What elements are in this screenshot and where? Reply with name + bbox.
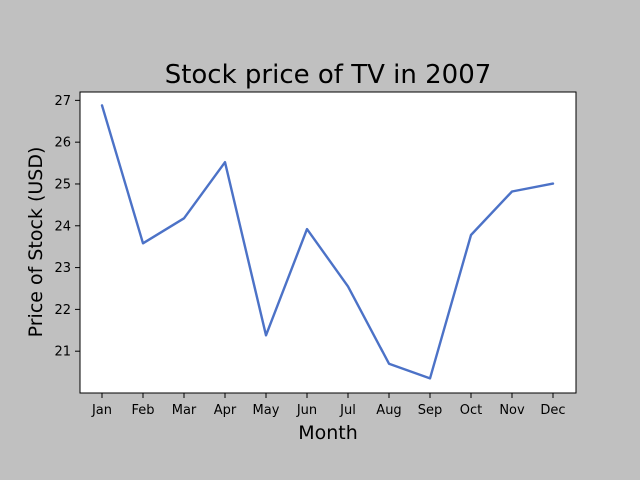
x-axis: Jan Feb Mar Apr May Jun Jul Aug Sep Oct Nov Dec [91, 393, 566, 418]
x-tick-label: May [253, 403, 280, 418]
y-tick-label: 22 [54, 303, 71, 318]
x-tick-label: Feb [131, 403, 154, 418]
x-tick-label: Mar [172, 403, 197, 418]
price-series-line [100, 104, 555, 380]
y-axis: 21 22 23 24 25 26 27 [54, 94, 80, 360]
chart-title: Stock price of TV in 2007 [165, 60, 492, 90]
y-tick-label: 21 [54, 345, 71, 360]
x-tick-label: Jun [296, 403, 317, 418]
y-tick-label: 24 [54, 219, 71, 234]
x-tick-label: Apr [214, 403, 237, 418]
x-axis-label: Month [298, 422, 358, 444]
x-tick-label: Jan [91, 403, 112, 418]
x-tick-label: Aug [376, 403, 401, 418]
x-tick-label: Sep [418, 403, 443, 418]
y-axis-label: Price of Stock (USD) [25, 147, 47, 338]
x-tick-label: Jul [339, 403, 356, 418]
y-tick-label: 25 [54, 177, 71, 192]
plot-area [79, 91, 577, 394]
y-tick-label: 27 [54, 94, 71, 109]
y-tick-label: 26 [54, 136, 71, 151]
x-tick-label: Nov [499, 403, 525, 418]
y-tick-label: 23 [54, 261, 71, 276]
x-tick-label: Oct [460, 403, 482, 418]
x-tick-label: Dec [540, 403, 565, 418]
